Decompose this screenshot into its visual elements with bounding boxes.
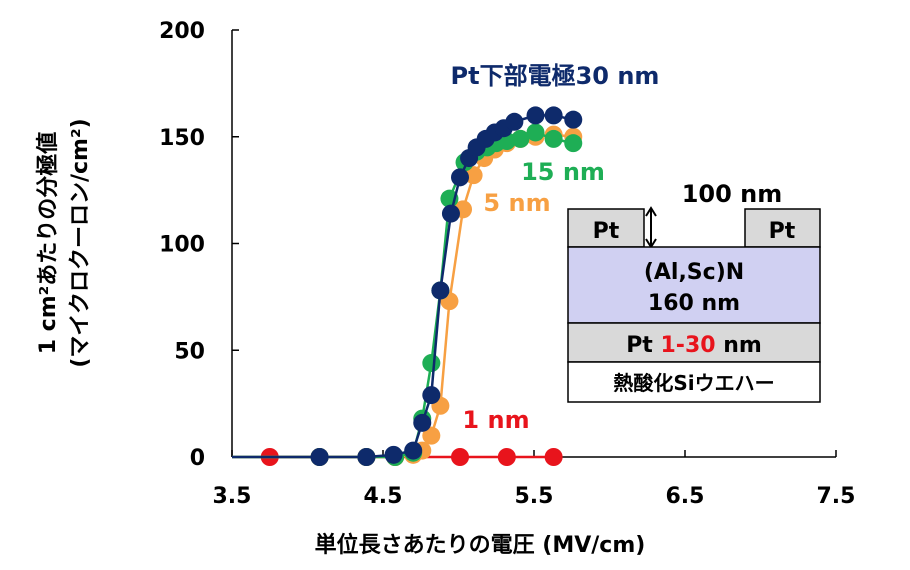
alscn-layer — [567, 246, 821, 324]
x-tick-label: 5.5 — [515, 484, 554, 509]
data-point — [413, 413, 432, 432]
y-tick-label: 50 — [174, 339, 205, 364]
alscn-label: (Al,Sc)N — [644, 260, 744, 285]
data-point — [431, 281, 450, 300]
data-point — [544, 106, 563, 125]
data-point — [422, 354, 441, 373]
data-point — [526, 106, 545, 125]
x-tick-label: 4.5 — [364, 484, 403, 509]
data-point — [544, 129, 563, 148]
data-point — [564, 110, 583, 129]
alscn-thickness: 160 nm — [648, 291, 740, 316]
series-label-5nm: 5 nm — [483, 189, 550, 217]
x-tick-label: 7.5 — [817, 484, 856, 509]
data-point — [357, 448, 376, 466]
data-point — [505, 112, 524, 131]
y-tick-label: 150 — [159, 126, 205, 151]
data-point — [497, 448, 516, 466]
data-point — [422, 386, 441, 405]
data-point — [511, 129, 530, 148]
data-point — [384, 445, 403, 464]
y-tick-label: 200 — [159, 19, 205, 44]
data-point — [451, 168, 470, 187]
bottom-pt-layer — [567, 322, 821, 363]
data-point — [441, 204, 460, 223]
y-axis-label-line1: 1 cm²あたりの分極値 — [35, 132, 61, 355]
top-pt-left-label: Pt — [593, 219, 620, 244]
x-axis-label: 単位長さあたりの電圧 (MV/cm) — [315, 532, 646, 558]
data-point — [464, 166, 483, 185]
x-tick-label: 6.5 — [666, 484, 705, 509]
data-point — [451, 448, 470, 466]
series-label-15nm: 15 nm — [521, 158, 605, 186]
substrate-label: 熱酸化Siウエハー — [613, 371, 774, 395]
data-point — [544, 448, 563, 466]
data-point — [310, 448, 329, 466]
data-point — [564, 134, 583, 153]
data-point — [422, 426, 441, 445]
substrate-layer — [567, 361, 821, 403]
series-label-1nm: 1 nm — [462, 406, 529, 434]
bottom-pt-label: Pt 1-30 nm — [626, 333, 762, 358]
device-structure-inset: Pt Pt 100 nm (Al,Sc)N 160 nm Pt 1-30 nm … — [567, 180, 821, 403]
gap-label: 100 nm — [682, 180, 783, 208]
data-point — [526, 123, 545, 142]
data-point — [404, 441, 423, 460]
top-pt-right — [744, 208, 821, 248]
y-tick-label: 100 — [159, 233, 205, 258]
y-tick-label: 0 — [190, 446, 205, 471]
series-3 — [232, 106, 583, 466]
y-axis-label-line2: (マイクロクーロン/cm²) — [68, 118, 93, 367]
top-pt-right-label: Pt — [769, 219, 796, 244]
series-label-30nm: Pt下部電極30 nm — [451, 62, 660, 90]
x-tick-label: 3.5 — [213, 484, 252, 509]
